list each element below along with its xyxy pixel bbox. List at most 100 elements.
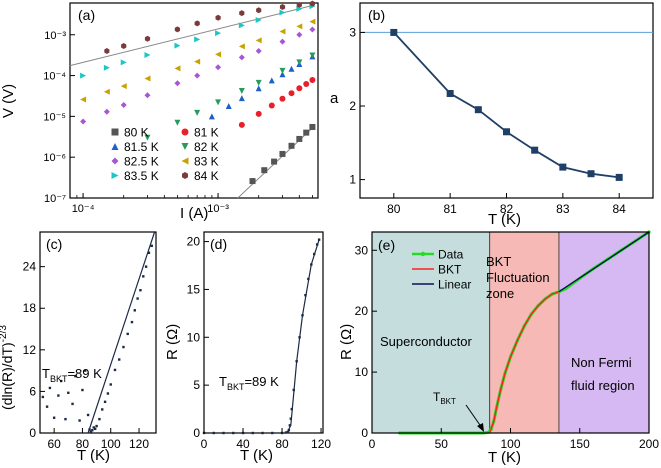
- data-point-84K: [279, 4, 286, 10]
- data-point-80K: [309, 123, 316, 130]
- data-point: [139, 289, 142, 292]
- panel-d-marks: [202, 238, 321, 435]
- region-label-nonfermi-1: Non Fermi: [571, 355, 632, 370]
- panel-a-ticks: 10⁻⁴ 10⁻³ 10⁻⁷ 10⁻⁶ 10⁻⁵ 10⁻⁴ 10⁻³: [43, 30, 313, 215]
- data-point-82K: [238, 87, 245, 94]
- data-point-815K: [255, 85, 262, 92]
- panel-b-xlabel: T (K): [488, 211, 521, 228]
- panel-c-tbkt-main: T: [42, 366, 50, 381]
- data-point-835K: [279, 9, 286, 16]
- panel-c-y-tick-label: 12: [23, 343, 37, 357]
- data-point: [88, 428, 91, 431]
- legend-marker-815K: [111, 143, 119, 150]
- data-point: [93, 427, 97, 431]
- data-point-815K: [238, 95, 245, 102]
- data-point-83K: [103, 88, 110, 95]
- legend-label-825K: 82.5 K: [124, 155, 159, 169]
- tbkt-annotation: TBKT: [433, 390, 456, 406]
- panel-e-x-tick-label: 50: [435, 437, 449, 451]
- data-point-825K: [144, 92, 151, 99]
- panel-c-tbkt-sub: BKT: [50, 374, 68, 384]
- panel-d-x-tick-label: 0: [201, 437, 208, 451]
- data-point: [232, 431, 235, 435]
- panel-a-y-tick-label: 10⁻⁴: [43, 71, 66, 83]
- panel-e-ylabel: R (Ω): [338, 324, 355, 360]
- data-point: [304, 293, 307, 297]
- panel-c-xlabel: T (K): [77, 447, 110, 464]
- data-point-82K: [174, 119, 181, 126]
- data-point-835K: [144, 51, 151, 58]
- panel-d: 0 40 80 120 0 5 10 15 20 (d) T (K) R (Ω) TBKT=89…: [164, 231, 331, 464]
- legend-label-linear: Linear: [438, 278, 471, 292]
- data-point-a: [474, 106, 482, 114]
- tbkt-arrowhead: [477, 423, 484, 432]
- panel-e-xlabel: T (K): [488, 449, 521, 466]
- legend-marker-825K: [111, 157, 119, 165]
- panel-d-x-tick-label: 80: [275, 437, 289, 451]
- legend-label-82K: 82 K: [194, 140, 219, 154]
- panel-c-x-tick-label: 60: [47, 437, 61, 451]
- panel-b-ticks: 80 81 82 83 84 1 2 3: [349, 25, 626, 216]
- panel-d-y-tick-label: 15: [187, 282, 201, 296]
- panel-c-ticks: 60 80 100 120 0 6 12 18 24: [23, 260, 150, 451]
- panel-a-legend: 80 K 81 K 81.5 K 82 K 82.5 K 83 K 83.5 K 84 K: [111, 126, 219, 183]
- data-point-80K: [303, 129, 310, 136]
- panel-c-x-tick-label: 80: [76, 437, 90, 451]
- data-point-825K: [279, 38, 286, 45]
- panel-c-tbkt-tail: =89 K: [67, 366, 102, 381]
- data-point-a: [587, 170, 595, 178]
- data-point: [57, 394, 60, 397]
- data-point: [95, 424, 98, 428]
- fit-line: [87, 231, 156, 434]
- data-point-815K: [225, 102, 232, 109]
- data-point-81K: [238, 121, 245, 128]
- legend-label-835K: 83.5 K: [124, 169, 159, 183]
- data-point-825K: [194, 72, 201, 79]
- legend-label-83K: 83 K: [194, 155, 219, 169]
- panel-b-y-tick-label: 3: [349, 25, 356, 39]
- panel-d-y-tick-label: 20: [187, 235, 201, 249]
- data-point: [133, 309, 136, 312]
- panel-d-frame: [203, 231, 324, 434]
- data-point: [103, 400, 107, 404]
- panel-d-label: (d): [210, 236, 227, 252]
- panel-d-y-tick-label: 5: [193, 378, 200, 392]
- data-point: [98, 417, 101, 421]
- panel-a-y-tick-label: 10⁻⁵: [43, 111, 66, 123]
- panel-c-y-tick-label: 0: [29, 426, 36, 440]
- data-point: [222, 431, 225, 435]
- region-label-bkt-1: BKT: [486, 254, 511, 269]
- panel-c-ylabel: (dln(R)/dT)-2/3: [0, 325, 15, 410]
- data-point-84K: [296, 1, 302, 8]
- data-point-835K: [120, 59, 127, 66]
- legend-marker-81K: [181, 128, 189, 136]
- panel-a-ylabel: V (V): [0, 84, 17, 118]
- panel-e-y-tick-label: 20: [355, 304, 369, 318]
- data-point-84K: [174, 26, 180, 33]
- legend-marker-82K: [181, 143, 189, 150]
- region-0: [371, 231, 491, 434]
- data-point: [89, 430, 93, 433]
- data-point: [91, 429, 94, 432]
- panel-b-marks: [360, 28, 653, 181]
- data-point: [118, 358, 121, 361]
- data-point-835K: [80, 72, 87, 79]
- data-point: [261, 431, 264, 435]
- data-point: [284, 431, 288, 434]
- data-point-a: [531, 146, 539, 154]
- legend-label-bkt: BKT: [438, 263, 462, 277]
- data-point: [310, 263, 313, 266]
- data-point-835K: [215, 30, 222, 37]
- data-point-a: [615, 173, 623, 181]
- data-point-82K: [255, 79, 262, 86]
- data-point: [60, 379, 63, 383]
- data-point-835K: [174, 42, 181, 49]
- series-line-a: [393, 31, 620, 179]
- data-point-80K: [261, 167, 268, 174]
- panel-c-y-tick-label: 24: [23, 260, 37, 274]
- data-point-81K: [288, 90, 295, 97]
- reference-line: [69, 5, 313, 67]
- panel-b-y-tick-label: 1: [349, 173, 356, 187]
